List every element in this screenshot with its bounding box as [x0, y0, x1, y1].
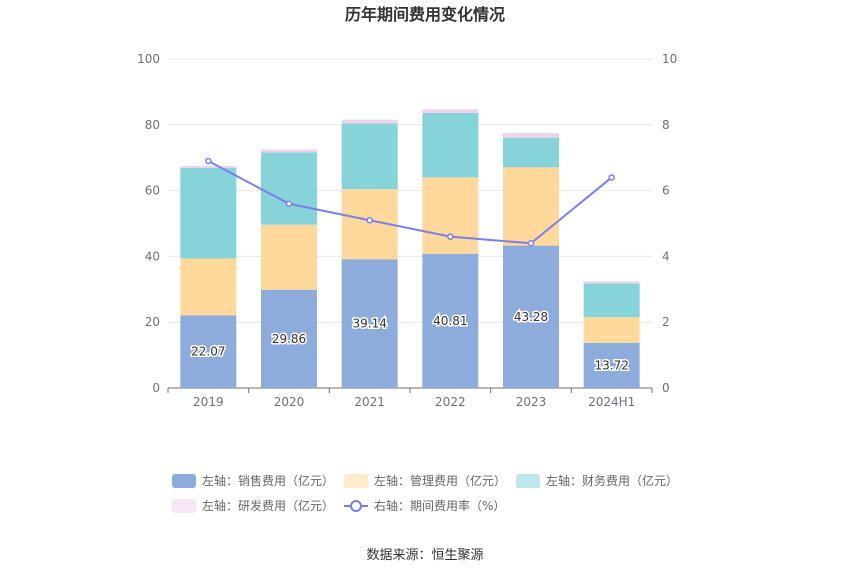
- right-axis: 0 2 4 6 8 10: [662, 52, 677, 395]
- bar-segment-s1-2024H1: [583, 317, 640, 343]
- legend-swatch: [172, 499, 196, 513]
- x-tick-label: 2024H1: [588, 395, 635, 409]
- legend: 左轴：销售费用（亿元） 左轴：管理费用（亿元） 左轴：财务费用（亿元） 左轴：研发费用…: [172, 473, 678, 513]
- rate-line-path: [207, 160, 613, 245]
- x-tick-label: 2022: [435, 395, 466, 409]
- chart-title: 历年期间费用变化情况: [345, 5, 505, 24]
- bar-segment-s0-2024H1: [583, 342, 640, 388]
- bar-segment-s2-2021: [341, 123, 398, 190]
- legend-swatch: [172, 474, 196, 488]
- rate-point: [285, 200, 293, 208]
- legend-label: 左轴：管理费用（亿元）: [374, 473, 506, 488]
- bar-segment-s0-2022: [422, 253, 479, 388]
- left-axis: 0 20 40 60 80 100: [137, 52, 160, 395]
- right-tick-label: 2: [662, 315, 670, 329]
- bar-segment-s3-2024H1: [583, 281, 640, 284]
- bar-value-label: 22.07: [191, 345, 225, 359]
- bar-value-label: 40.81: [433, 314, 467, 328]
- legend-swatch: [516, 474, 540, 488]
- right-tick-label: 6: [662, 184, 670, 198]
- bar-segment-s0-2019: [180, 315, 237, 388]
- rate-point: [205, 157, 212, 165]
- left-tick-label: 40: [145, 249, 160, 263]
- left-tick-label: 20: [145, 315, 160, 329]
- rate-line: [205, 157, 615, 247]
- bar-segment-s1-2019: [180, 258, 237, 316]
- data-source: 数据来源：恒生聚源: [366, 548, 483, 563]
- legend-swatch: [344, 474, 368, 488]
- bar-segment-s3-2023: [503, 133, 559, 138]
- left-tick-label: 100: [137, 52, 160, 66]
- right-tick-label: 10: [662, 52, 677, 66]
- bar-segment-s2-2024H1: [583, 283, 640, 318]
- bar-labels: 22.07 29.86 39.14 40.81 43.28 13.72: [190, 308, 631, 374]
- bar-segment-s1-2020: [261, 224, 317, 290]
- bar-value-label: 39.14: [352, 317, 386, 331]
- left-tick-label: 60: [145, 184, 160, 198]
- bar-segment-s0-2020: [261, 289, 317, 388]
- bar-segment-s1-2022: [422, 177, 479, 254]
- rate-point: [608, 174, 615, 181]
- legend-line-marker: [350, 500, 362, 512]
- bar-value-label: 43.28: [514, 310, 548, 324]
- right-tick-label: 4: [662, 249, 670, 263]
- left-tick-label: 80: [145, 118, 160, 132]
- x-tick-label: 2020: [274, 395, 305, 409]
- bar-segment-s3-2022: [422, 109, 479, 113]
- x-tick-label: 2019: [193, 395, 224, 409]
- bar-value-label: 29.86: [272, 332, 306, 346]
- bar-segment-s2-2020: [261, 152, 317, 225]
- grid: [168, 58, 652, 323]
- bar-segment-s0-2023: [503, 245, 559, 388]
- right-tick-label: 8: [662, 118, 670, 132]
- legend-label: 左轴：研发费用（亿元）: [202, 498, 334, 513]
- bar-value-label: 13.72: [594, 358, 628, 372]
- x-tick-label: 2021: [354, 395, 385, 409]
- bars: [180, 109, 640, 388]
- bar-segment-s0-2021: [341, 259, 398, 388]
- x-tick-label: 2023: [516, 395, 547, 409]
- legend-label: 右轴：期间费用率（%）: [374, 498, 505, 513]
- legend-label: 左轴：销售费用（亿元）: [202, 473, 334, 488]
- bar-segment-s2-2022: [422, 112, 479, 178]
- legend-label: 左轴：财务费用（亿元）: [546, 473, 678, 488]
- rate-point: [447, 233, 454, 240]
- bar-segment-s2-2023: [503, 137, 559, 168]
- rate-point: [366, 216, 373, 224]
- bar-segment-s3-2019: [180, 166, 237, 168]
- right-tick-label: 0: [662, 381, 670, 395]
- left-tick-label: 0: [152, 381, 160, 395]
- bar-segment-s2-2019: [180, 167, 237, 259]
- bar-segment-s3-2020: [261, 149, 317, 153]
- bar-segment-s3-2021: [341, 119, 398, 124]
- rate-point: [527, 239, 535, 247]
- bar-segment-s1-2023: [503, 167, 559, 246]
- x-axis: 2019 2020 2021 2022 2023 2024H1: [167, 387, 653, 409]
